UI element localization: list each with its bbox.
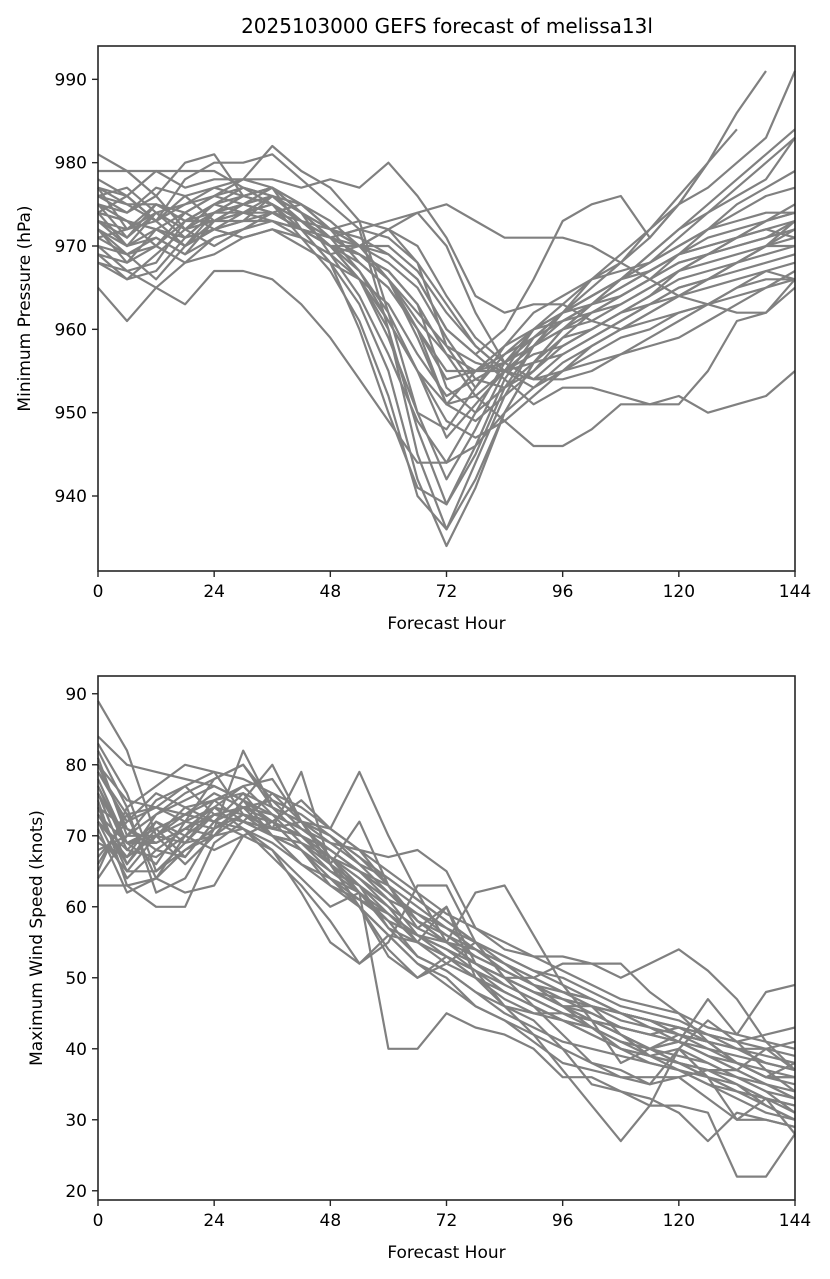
pressure-x-tick-label: 96	[552, 582, 574, 602]
wind-y-axis-label: Maximum Wind Speed (knots)	[27, 810, 47, 1066]
wind-series-member-08	[96, 778, 796, 1114]
pressure-y-tick-label: 970	[55, 237, 87, 257]
pressure-series-member-14	[97, 228, 796, 439]
wind-series-member-26	[97, 777, 796, 1071]
wind-series-member-29	[97, 806, 796, 1143]
wind-y-tick-label: 30	[65, 1111, 87, 1131]
wind-lines	[96, 700, 796, 1178]
figure-title: 2025103000 GEFS forecast of melissa13l	[241, 14, 653, 38]
wind-x-tick-label: 0	[93, 1211, 104, 1231]
pressure-y-tick-label: 980	[55, 154, 87, 174]
pressure-series-member-30	[97, 170, 796, 406]
wind-y-tick-label: 40	[65, 1040, 87, 1060]
wind-ticks: 0 24 48 72 96 120 144 20 30 40 50 60 70 80 90	[65, 685, 811, 1231]
wind-y-tick-label: 80	[65, 756, 87, 776]
pressure-x-tick-label: 0	[93, 582, 104, 602]
wind-series-member-21	[96, 763, 796, 1093]
pressure-series-member-27	[97, 203, 796, 414]
wind-y-tick-label: 20	[65, 1182, 87, 1202]
wind-x-tick-label: 144	[779, 1211, 811, 1231]
pressure-ticks: 0 24 48 72 96 120 144 940 950 960 970 980 990	[55, 70, 812, 602]
pressure-y-axis-label: Minimum Pressure (hPa)	[15, 205, 35, 411]
pressure-series-member-31	[97, 186, 796, 373]
pressure-y-tick-label: 990	[55, 70, 87, 90]
wind-x-tick-label: 24	[203, 1211, 225, 1231]
wind-x-axis-label: Forecast Hour	[387, 1243, 505, 1263]
wind-series-member-18	[97, 785, 796, 1065]
pressure-x-tick-label: 48	[320, 582, 342, 602]
wind-x-tick-label: 72	[436, 1211, 458, 1231]
wind-y-tick-label: 70	[65, 827, 87, 847]
pressure-series-member-12	[97, 211, 796, 373]
wind-series-member-31	[97, 820, 796, 1086]
wind-axes-frame	[97, 675, 796, 1201]
wind-series-member-30	[97, 785, 796, 1143]
pressure-x-tick-label: 72	[436, 582, 458, 602]
pressure-axes-frame	[97, 45, 796, 572]
pressure-series-member-03	[97, 128, 738, 506]
pressure-y-tick-label: 940	[55, 487, 87, 507]
wind-x-tick-label: 96	[552, 1211, 574, 1231]
wind-panel: 0 24 48 72 96 120 144 20 30 40 50 60 70 80 90 Forecast…	[27, 675, 811, 1263]
pressure-x-tick-label: 144	[779, 582, 811, 602]
pressure-x-tick-label: 24	[203, 582, 225, 602]
wind-y-tick-label: 50	[65, 969, 87, 989]
pressure-lines	[97, 70, 797, 548]
pressure-series-member-29	[97, 136, 796, 389]
wind-x-tick-label: 48	[320, 1211, 342, 1231]
wind-y-tick-label: 60	[65, 898, 87, 918]
pressure-x-tick-label: 120	[663, 582, 695, 602]
pressure-y-tick-label: 950	[55, 404, 87, 424]
pressure-series-member-28	[97, 162, 709, 356]
pressure-series-member-15	[97, 261, 796, 464]
pressure-series-member-24	[97, 186, 796, 381]
wind-y-tick-label: 90	[65, 685, 87, 705]
pressure-y-tick-label: 960	[55, 320, 87, 340]
pressure-panel: 0 24 48 72 96 120 144 940 950 960 970 980 990 Foreca…	[15, 45, 812, 634]
pressure-x-axis-label: Forecast Hour	[387, 614, 505, 634]
wind-series-member-27	[97, 770, 796, 1065]
wind-x-tick-label: 120	[663, 1211, 695, 1231]
